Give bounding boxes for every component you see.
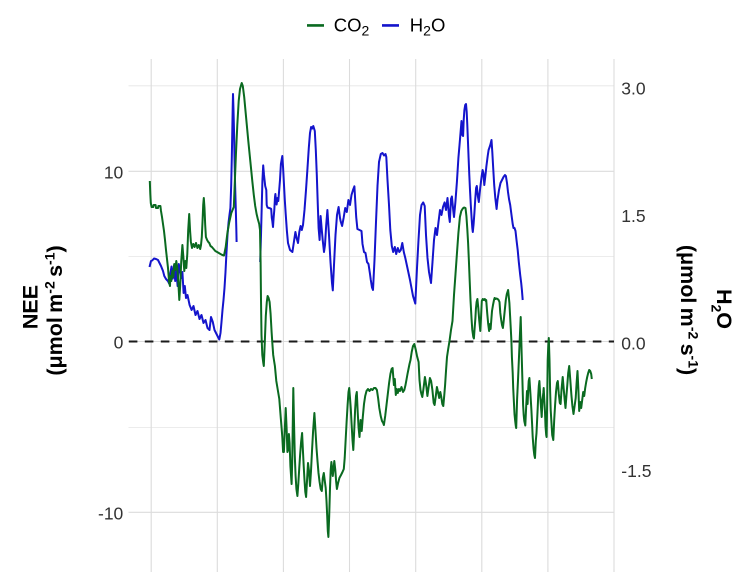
svg-text:NEE: NEE xyxy=(18,285,42,329)
svg-text:-10: -10 xyxy=(98,503,124,523)
svg-text:H2O: H2O xyxy=(410,15,446,39)
svg-text:CO2: CO2 xyxy=(334,15,370,39)
svg-text:0.0: 0.0 xyxy=(621,334,646,354)
svg-text:1.5: 1.5 xyxy=(621,206,645,226)
svg-text:3.0: 3.0 xyxy=(621,79,646,99)
svg-text:(μmol m-2 s-1): (μmol m-2 s-1) xyxy=(42,245,68,375)
svg-text:0: 0 xyxy=(114,333,124,353)
svg-text:-1.5: -1.5 xyxy=(621,461,651,481)
svg-text:10: 10 xyxy=(104,162,124,182)
svg-text:(μmol m-2 s-1): (μmol m-2 s-1) xyxy=(676,245,702,375)
